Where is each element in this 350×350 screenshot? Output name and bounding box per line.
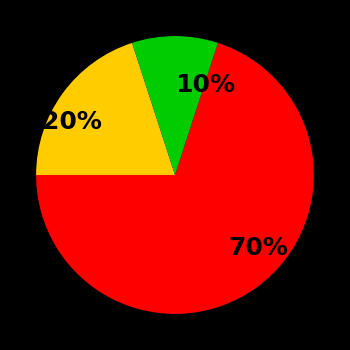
Text: 70%: 70% <box>228 236 288 260</box>
Wedge shape <box>132 36 218 175</box>
Text: 20%: 20% <box>42 110 102 134</box>
Wedge shape <box>36 43 175 175</box>
Text: 10%: 10% <box>175 73 235 97</box>
Wedge shape <box>36 43 314 314</box>
